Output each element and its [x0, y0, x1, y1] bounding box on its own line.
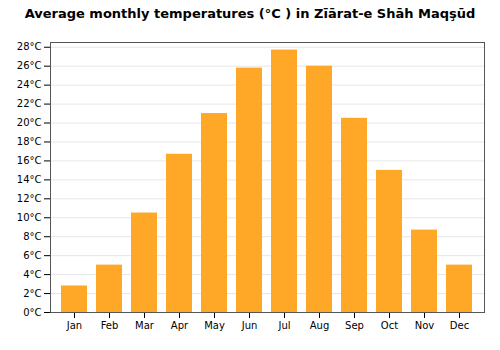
svg-text:2°C: 2°C	[23, 288, 41, 299]
html-text:Average monthly temperatures (: Average monthly temperatures (°C ) in Zī…	[24, 6, 476, 21]
svg-text:0°C: 0°C	[23, 307, 41, 318]
svg-text:Feb: Feb	[101, 320, 119, 331]
svg-text:Jan: Jan	[66, 320, 82, 331]
svg-text:10°C: 10°C	[17, 212, 42, 223]
svg-text:26°C: 26°C	[17, 60, 42, 71]
svg-text:14°C: 14°C	[17, 174, 42, 185]
svg-text:8°C: 8°C	[23, 231, 41, 242]
svg-text:Mar: Mar	[135, 320, 155, 331]
svg-text:6°C: 6°C	[23, 250, 41, 261]
svg-text:Apr: Apr	[171, 320, 189, 331]
svg-text:22°C: 22°C	[17, 98, 42, 109]
svg-text:18°C: 18°C	[17, 136, 42, 147]
svg-text:Sep: Sep	[345, 320, 364, 331]
svg-text:4°C: 4°C	[23, 269, 41, 280]
svg-text:24°C: 24°C	[17, 79, 42, 90]
svg-text:Nov: Nov	[415, 320, 435, 331]
svg-text:Dec: Dec	[450, 320, 469, 331]
svg-text:May: May	[204, 320, 225, 331]
svg-text:Jul: Jul	[277, 320, 290, 331]
svg-text:28°C: 28°C	[17, 41, 42, 52]
svg-text:20°C: 20°C	[17, 117, 42, 128]
svg-text:12°C: 12°C	[17, 193, 42, 204]
svg-text:16°C: 16°C	[17, 155, 42, 166]
svg-text:Oct: Oct	[381, 320, 398, 331]
svg-text:Aug: Aug	[310, 320, 330, 331]
svg-text:Jun: Jun	[241, 320, 258, 331]
